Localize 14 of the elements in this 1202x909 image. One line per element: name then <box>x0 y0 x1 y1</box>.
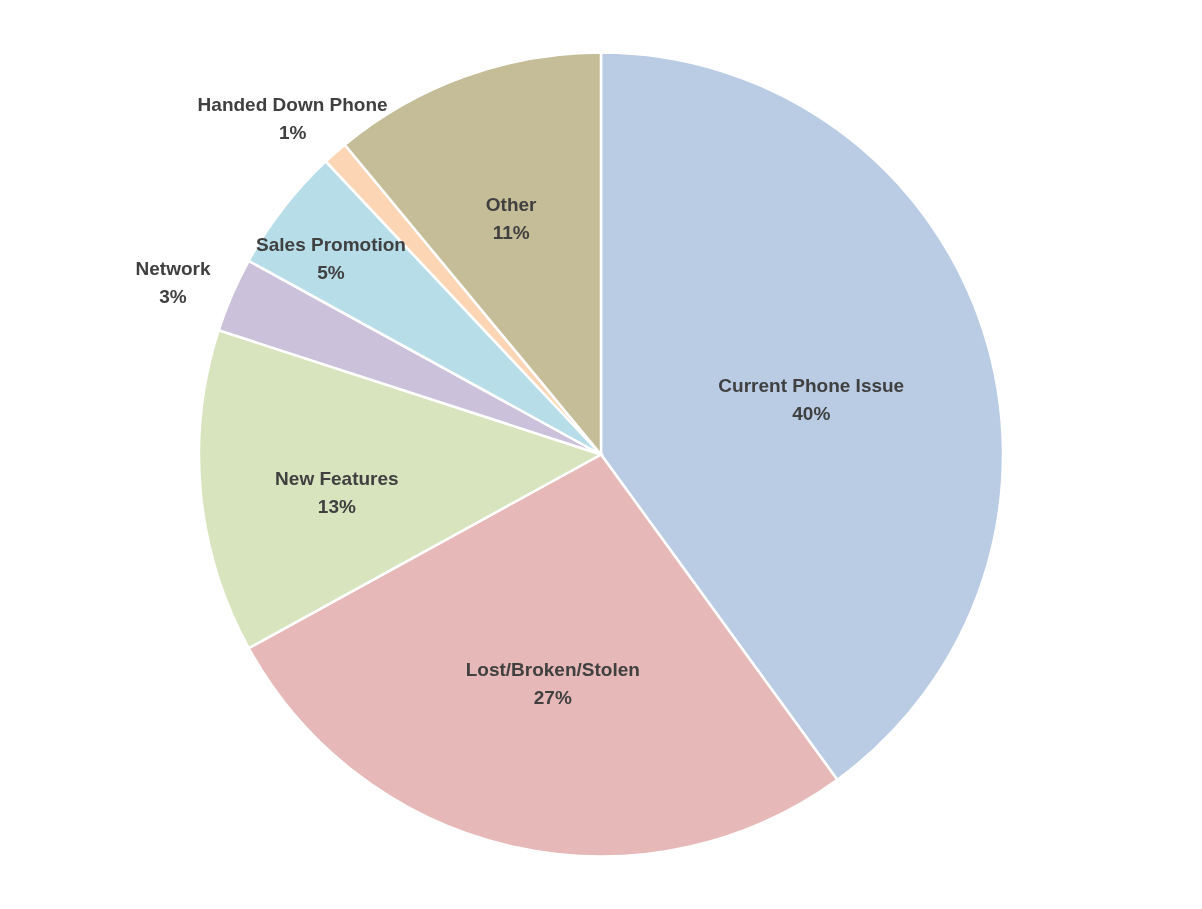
slice-label: Current Phone Issue <box>718 375 905 397</box>
data-label: 5% <box>317 262 345 284</box>
slice-label: Handed Down Phone <box>197 93 388 115</box>
data-label: 1% <box>278 121 307 143</box>
data-label: 13% <box>317 496 356 518</box>
data-label: 11% <box>492 221 530 243</box>
data-label: 3% <box>159 286 187 308</box>
data-label: 40% <box>792 403 831 425</box>
slice-label: Network <box>135 258 211 280</box>
slice-label: New Features <box>275 468 399 490</box>
slice-label: Sales Promotion <box>256 234 406 256</box>
slice-label: Other <box>485 193 538 215</box>
slice-label: Lost/Broken/Stolen <box>465 659 640 681</box>
data-label: 27% <box>533 687 572 709</box>
